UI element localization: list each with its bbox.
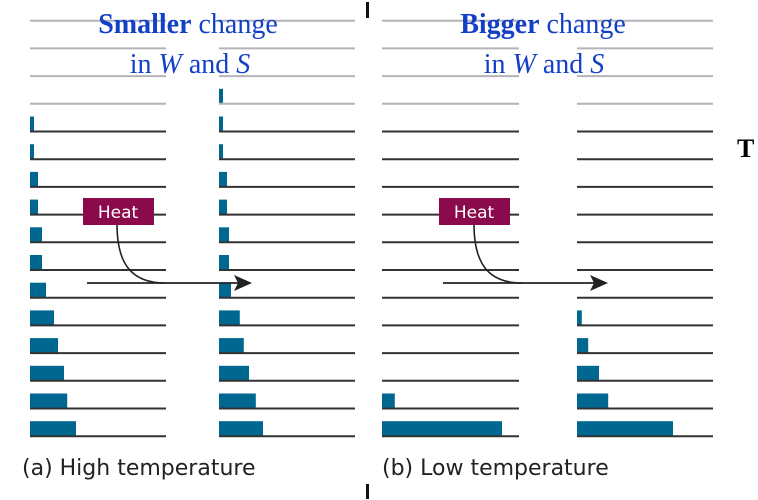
population-bar-a-after (219, 421, 263, 437)
population-bar-a-after (219, 255, 229, 270)
population-bar-a-before (30, 310, 54, 326)
population-bar-a-before (30, 171, 38, 187)
heat-label-b: Heat (454, 203, 495, 223)
temperature-label: T (737, 134, 754, 163)
population-bar-b-after (577, 365, 599, 381)
population-bar-a-before (30, 199, 38, 215)
population-bar-b-after (577, 338, 589, 354)
population-bar-b-before (382, 393, 395, 409)
population-bar-a-after (219, 116, 223, 132)
heat-flow-curve-a (116, 223, 166, 284)
population-bar-a-before (30, 393, 68, 409)
population-bar-a-after (219, 199, 227, 215)
panel-b: Bigger change in W and S Heat (b) Low te… (382, 9, 626, 481)
heat-label-a: Heat (98, 203, 139, 223)
panel-a-title-line1: Smaller change (98, 9, 278, 40)
population-bar-b-before (382, 421, 502, 437)
population-bar-a-before (30, 255, 42, 270)
heat-box-a (83, 198, 154, 225)
energy-levels (30, 19, 713, 438)
divider-mark-bottom (366, 484, 369, 499)
panel-a-title-line2: in W and S (130, 49, 251, 80)
population-bar-b-after (577, 421, 673, 437)
population-bar-a-after (219, 88, 223, 104)
population-bar-a-before (30, 227, 42, 243)
population-bar-a-before (30, 338, 58, 354)
population-bar-a-after (219, 365, 249, 381)
population-bar-a-after (219, 144, 223, 160)
population-bar-a-before (30, 421, 76, 437)
population-bar-a-after (219, 338, 244, 354)
arrowhead-icon (590, 275, 608, 291)
population-bar-a-after (219, 393, 256, 409)
panel-a: Smaller change in W and S Heat (a) High … (22, 9, 278, 481)
population-bar-b-after (577, 310, 582, 326)
panel-b-caption: (b) Low temperature (382, 456, 609, 481)
population-bar-a-after (219, 227, 229, 243)
panel-b-title-line1: Bigger change (460, 9, 626, 40)
heat-box-b (439, 198, 510, 225)
panel-b-title-line2: in W and S (484, 49, 605, 80)
panel-a-caption: (a) High temperature (22, 456, 255, 481)
population-bar-a-after (219, 171, 227, 187)
arrowhead-icon (234, 275, 252, 291)
population-bar-a-before (30, 365, 64, 381)
divider-mark-top (366, 2, 369, 18)
population-bar-a-before (30, 116, 34, 132)
population-bar-b-after (577, 393, 609, 409)
heat-flow-curve-b (473, 223, 523, 284)
population-bar-a-after (219, 282, 231, 298)
population-bar-a-before (30, 282, 46, 298)
population-bar-a-before (30, 144, 34, 160)
population-bar-a-after (219, 310, 240, 326)
